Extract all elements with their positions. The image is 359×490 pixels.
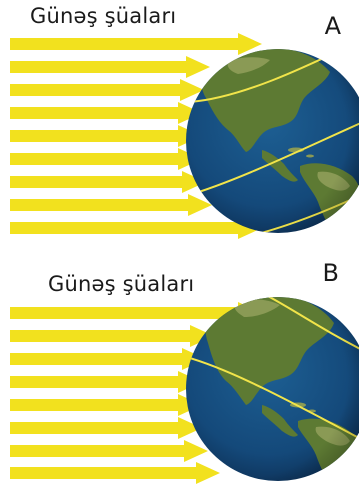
sun-ray-arrow (10, 440, 208, 462)
panel-a-scene (10, 33, 359, 239)
sun-ray-arrow (10, 417, 202, 439)
panel-a-letter: A (324, 12, 341, 40)
sun-ray-arrow (10, 325, 214, 347)
sun-ray-arrow (10, 125, 202, 147)
panel-b: Günəş şüaları B (0, 245, 359, 490)
sun-ray-arrow (10, 217, 262, 239)
sun-ray-arrow (10, 33, 262, 55)
sun-ray-arrow (10, 148, 202, 170)
sun-ray-arrow (10, 56, 210, 78)
panel-b-rays (10, 302, 262, 484)
sun-ray-arrow (10, 348, 206, 370)
sun-ray-arrow (10, 79, 204, 101)
earth-globe-icon (186, 49, 359, 233)
sun-ray-arrow (10, 102, 202, 124)
sun-ray-arrow (10, 171, 206, 193)
sun-ray-arrow (10, 394, 202, 416)
sun-ray-arrow (10, 462, 220, 484)
panel-a-rays (10, 33, 262, 239)
panel-a: Günəş şüaları A (10, 4, 359, 239)
panel-b-title: Günəş şüaları (48, 272, 195, 296)
earth-globe-icon (186, 297, 359, 481)
sun-ray-arrow (10, 302, 262, 324)
panel-b-scene (10, 297, 359, 484)
panel-b-letter: B (322, 259, 339, 287)
sun-ray-arrow (10, 194, 212, 216)
panel-a-title: Günəş şüaları (30, 4, 177, 28)
sun-ray-arrow (10, 371, 202, 393)
